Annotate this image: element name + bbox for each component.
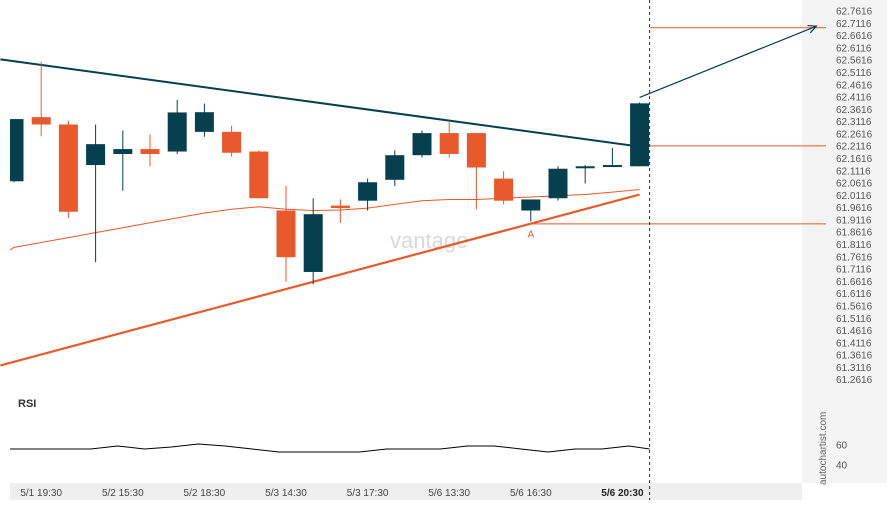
candle-body [140, 149, 160, 154]
y-tick-label: 62.7616 [836, 7, 873, 18]
y-tick-label: 62.2116 [836, 142, 872, 153]
x-tick-label: 5/6 16:30 [510, 488, 552, 499]
levels-group [530, 0, 826, 500]
y-tick-label: 62.6116 [836, 43, 872, 54]
watermark-text: vantage [390, 228, 468, 253]
candle-body [521, 199, 541, 211]
point-a-label: A [527, 229, 534, 240]
x-tick-label: 5/6 20:30 [601, 488, 644, 499]
candle-body [548, 168, 568, 199]
candle-body [439, 133, 459, 154]
rsi-line [10, 443, 650, 453]
y-tick-label: 62.1116 [836, 166, 871, 177]
candle-body [602, 165, 622, 168]
candles-group [10, 61, 650, 285]
y-tick-label: 62.7116 [836, 19, 872, 30]
rsi-tick-label: 40 [836, 461, 848, 472]
candle-body [167, 112, 187, 152]
y-tick-label: 61.7116 [836, 265, 872, 276]
candle-body [10, 119, 24, 182]
candle-body [113, 149, 133, 154]
candle-body [630, 103, 650, 167]
y-tick-label: 62.0116 [836, 191, 872, 202]
x-tick-label: 5/2 18:30 [184, 488, 226, 499]
y-tick-label: 61.2616 [836, 375, 873, 386]
rsi-label: RSI [18, 398, 36, 410]
candle-body [575, 166, 595, 169]
y-axis-background [802, 0, 887, 400]
watermark-group: vantage [390, 228, 468, 253]
candle-body [194, 112, 214, 132]
rsi-group: RSI 60 40 autochartist.com [10, 398, 848, 485]
y-tick-label: 62.4616 [836, 80, 873, 91]
y-tick-label: 61.3116 [836, 363, 872, 374]
y-tick-label: 61.9116 [836, 215, 872, 226]
candle-body [466, 133, 486, 168]
candle-body [86, 144, 106, 166]
x-axis-group: 5/1 19:30 5/2 15:30 5/2 18:30 5/3 14:30 5/3 … [20, 488, 644, 499]
y-tick-label: 62.3116 [836, 117, 872, 128]
y-tick-label: 62.6616 [836, 31, 873, 42]
y-tick-label: 62.5116 [836, 68, 872, 79]
candle-body [58, 124, 78, 212]
candle-body [222, 131, 242, 153]
support-trendline [0, 193, 640, 367]
y-tick-label: 61.6116 [836, 289, 872, 300]
y-tick-label: 61.8616 [836, 228, 873, 239]
trendlines-group [0, 58, 640, 367]
candle-body [412, 133, 432, 156]
y-tick-label: 62.1616 [836, 154, 873, 165]
y-tick-label: 61.5616 [836, 301, 873, 312]
candle-body [249, 151, 269, 199]
projection-arrow-head [807, 24, 818, 34]
y-tick-label: 61.4116 [836, 338, 872, 349]
rsi-axis-background [802, 400, 887, 483]
brand-label: autochartist.com [818, 412, 829, 485]
y-tick-label: 62.4116 [836, 93, 872, 104]
x-axis-background [10, 483, 802, 500]
y-tick-label: 61.8116 [836, 240, 872, 251]
projection-arrow-line [639, 25, 817, 99]
candle-body [494, 178, 514, 201]
candle-body [330, 205, 350, 209]
x-tick-label: 5/3 17:30 [347, 488, 389, 499]
x-tick-label: 5/1 19:30 [20, 488, 62, 499]
y-tick-label: 61.4616 [836, 326, 873, 337]
x-tick-label: 5/3 14:30 [265, 488, 307, 499]
y-tick-label: 62.2616 [836, 129, 873, 140]
y-tick-label: 62.5616 [836, 56, 873, 67]
x-tick-label: 5/2 15:30 [102, 488, 144, 499]
rsi-tick-label: 60 [836, 441, 848, 452]
resistance-trendline [0, 58, 640, 148]
candle-body [276, 210, 296, 258]
x-tick-label: 5/6 13:30 [428, 488, 470, 499]
y-tick-label: 61.7616 [836, 252, 873, 263]
candle-body [358, 182, 378, 201]
y-tick-label: 61.6616 [836, 277, 873, 288]
y-tick-label: 62.0616 [836, 179, 873, 190]
y-tick-label: 62.3616 [836, 105, 873, 116]
y-tick-label: 61.5116 [836, 314, 872, 325]
annotations-group: A [527, 24, 818, 240]
y-tick-label: 61.9616 [836, 203, 873, 214]
candle-body [385, 155, 405, 180]
candle-body [31, 117, 51, 125]
candle-body [303, 214, 323, 272]
y-tick-label: 61.3616 [836, 351, 873, 362]
